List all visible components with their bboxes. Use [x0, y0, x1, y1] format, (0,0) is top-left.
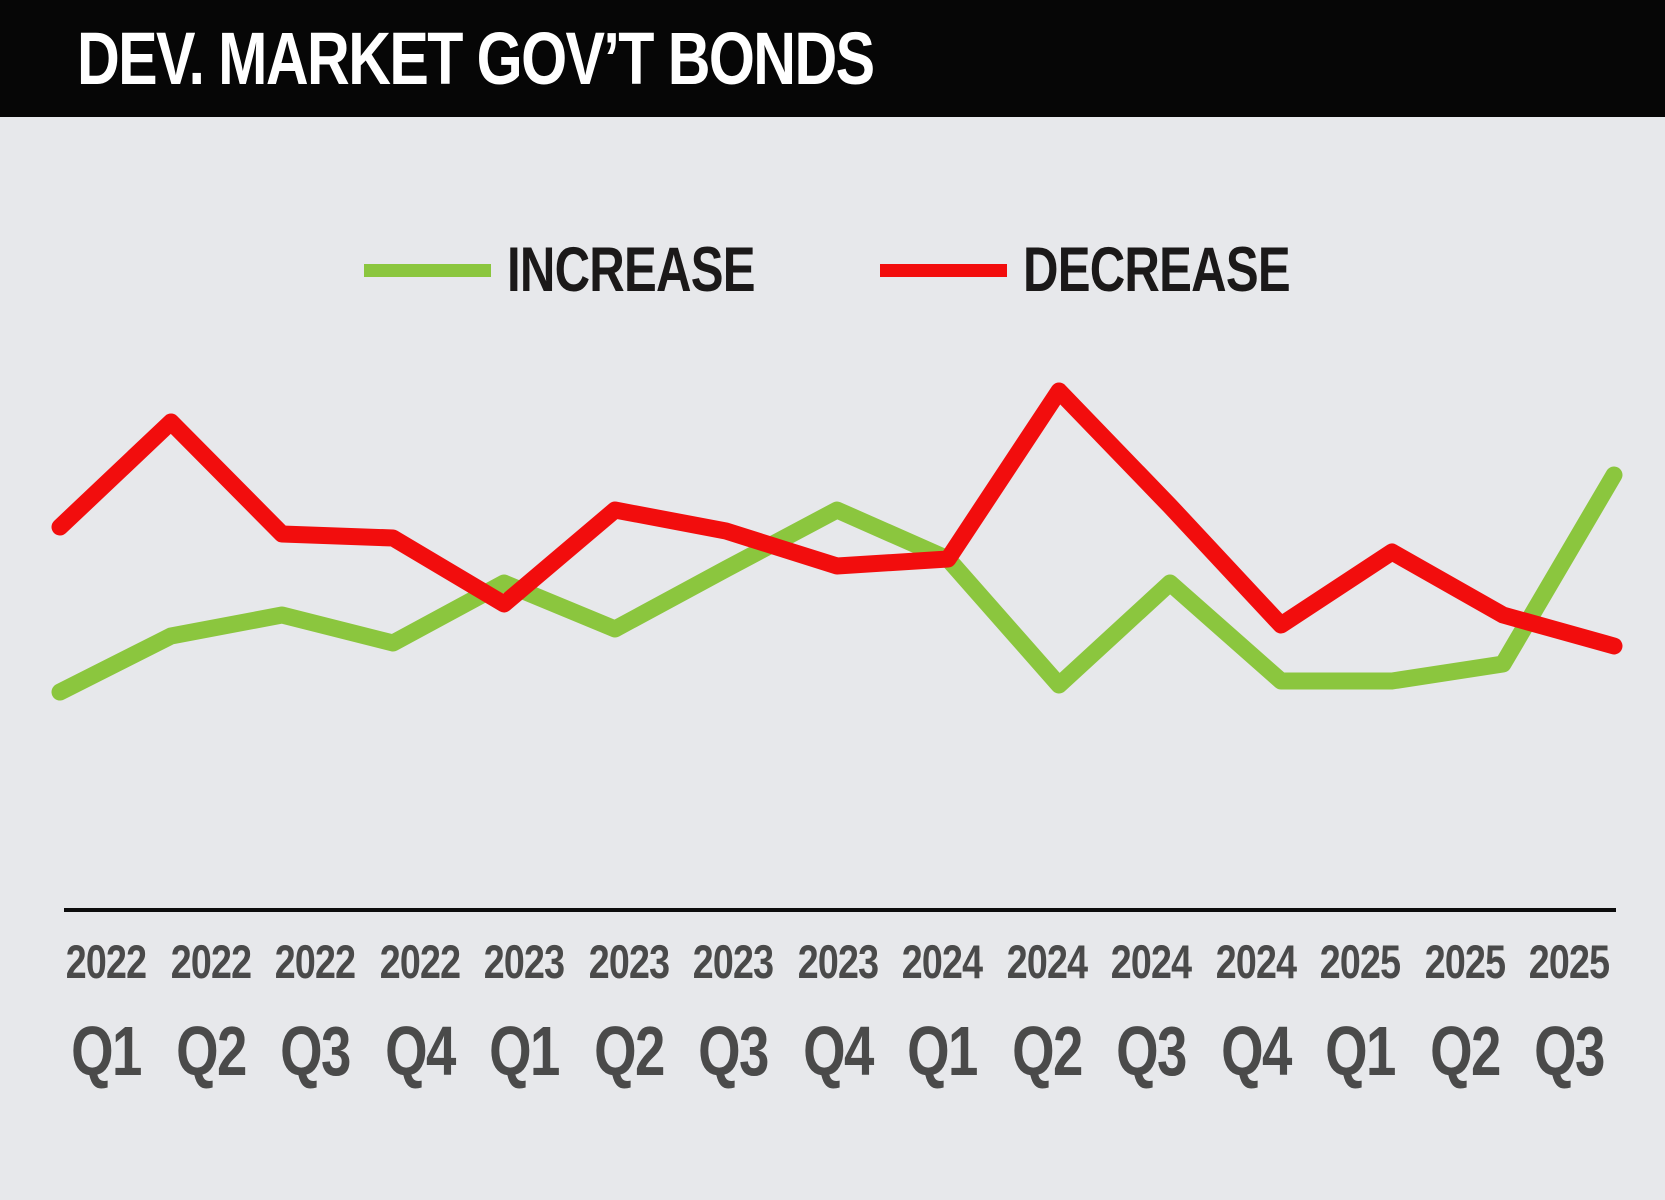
x-axis-year-label: 2025	[1319, 935, 1401, 988]
x-axis-quarter-label: Q2	[593, 1012, 665, 1090]
x-axis-separator	[64, 908, 1616, 912]
x-axis-year-label: 2023	[588, 935, 669, 988]
x-axis-year-label: 2022	[379, 935, 460, 988]
page-title: DEV. MARKET GOV’T BONDS	[77, 17, 875, 100]
x-axis-quarter-label: Q2	[175, 1012, 247, 1090]
increase-line	[51, 466, 1623, 701]
x-axis-quarter-label: Q4	[384, 1012, 456, 1090]
x-axis-quarter-label: Q2	[1011, 1012, 1083, 1090]
legend-item-increase: INCREASE	[364, 234, 785, 305]
x-axis-year-label: 2024	[1110, 935, 1192, 988]
x-axis-year-label: 2023	[692, 935, 774, 988]
x-axis-year-label: 2023	[797, 935, 878, 988]
x-axis-year-label: 2024	[901, 935, 983, 988]
x-axis-quarter-label: Q4	[802, 1012, 874, 1090]
legend-item-decrease: DECREASE	[880, 238, 1301, 302]
x-axis-quarter-label: Q3	[280, 1012, 351, 1090]
x-axis-quarter-label: Q1	[907, 1012, 978, 1090]
x-axis-quarter-label: Q1	[489, 1012, 560, 1090]
title-bar: DEV. MARKET GOV’T BONDS	[0, 0, 1665, 117]
x-axis-year-label: 2022	[274, 935, 356, 988]
decrease-swatch	[880, 263, 1007, 277]
x-axis-year-label: 2022	[65, 935, 147, 988]
x-axis-quarter-label: Q2	[1429, 1012, 1501, 1090]
x-axis-year-label: 2024	[1215, 935, 1296, 988]
x-axis-year-label: 2023	[483, 935, 565, 988]
x-axis-year-label: 2024	[1006, 935, 1087, 988]
x-axis-quarter-label: Q1	[1325, 1012, 1396, 1090]
x-axis-year-label: 2022	[170, 935, 251, 988]
x-axis-quarter-label: Q3	[1116, 1012, 1187, 1090]
x-axis-quarter-label: Q4	[1220, 1012, 1292, 1090]
x-axis-quarter-label: Q3	[1534, 1012, 1605, 1090]
increase-label: INCREASE	[507, 234, 755, 305]
x-axis-year-label: 2025	[1528, 935, 1610, 988]
x-axis-quarter-label: Q1	[71, 1012, 142, 1090]
legend: INCREASE DECREASE	[0, 238, 1665, 302]
increase-swatch	[364, 263, 491, 277]
x-axis-quarter-label: Q3	[698, 1012, 769, 1090]
x-axis-year-label: 2025	[1424, 935, 1505, 988]
decrease-line	[51, 382, 1623, 655]
